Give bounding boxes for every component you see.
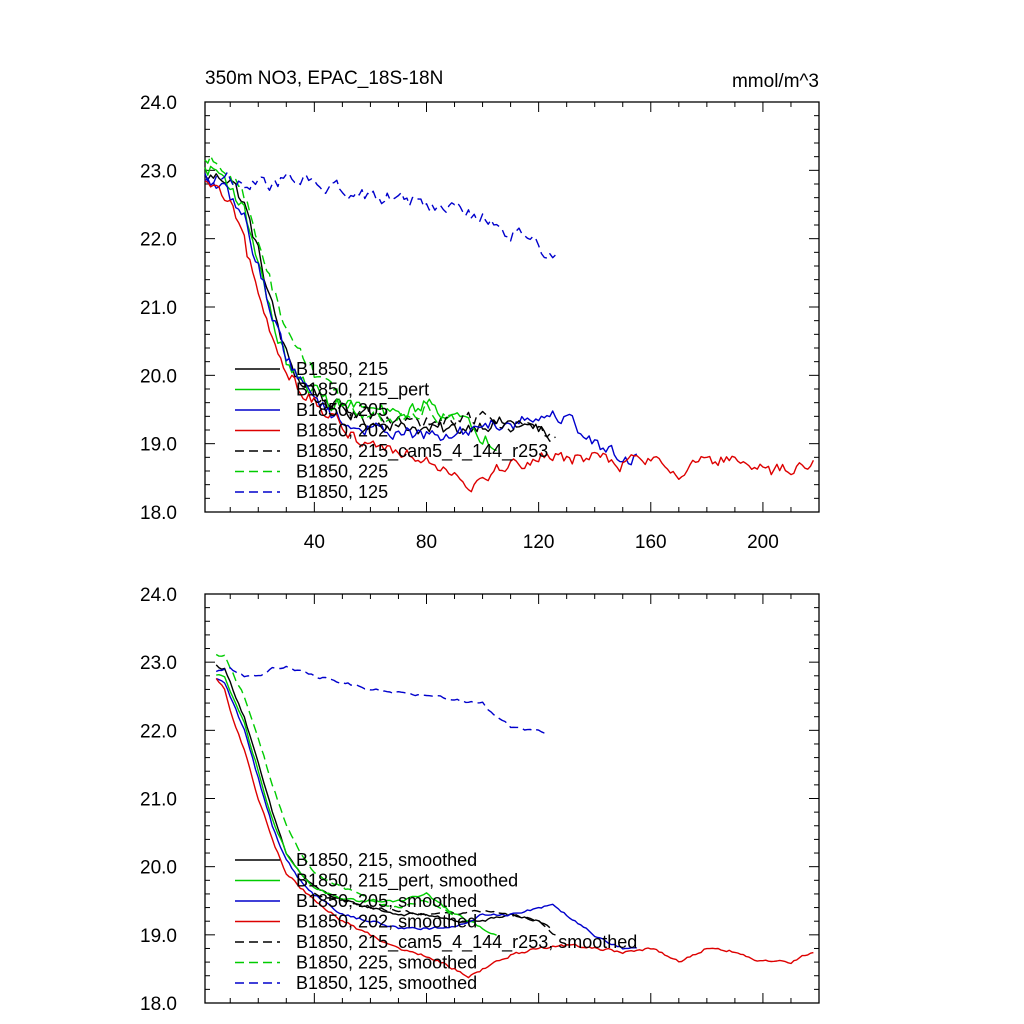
y-tick-label: 22.0: [140, 721, 177, 742]
y-tick-label: 20.0: [140, 858, 177, 879]
series-line: [215, 678, 814, 979]
legend-label: B1850, 215_pert, smoothed: [296, 871, 518, 892]
legend-label: B1850, 125, smoothed: [296, 973, 477, 993]
x-tick-label: 40: [304, 532, 325, 553]
x-tick-label: 80: [416, 532, 437, 553]
series-line: [204, 171, 556, 259]
y-tick-label: 18.0: [140, 994, 177, 1015]
series-line: [313, 397, 556, 442]
series-line: [215, 677, 637, 950]
legend-label: B1850, 215_cam5_4_144_r253: [296, 441, 548, 462]
y-tick-label: 24.0: [140, 93, 177, 114]
legend-label: B1850, 125: [296, 482, 388, 502]
x-tick-label: 120: [523, 532, 555, 553]
legend-label: B1850, 215, smoothed: [296, 850, 477, 870]
y-tick-label: 19.0: [140, 926, 177, 947]
y-tick-label: 18.0: [140, 503, 177, 524]
top-panel: 18.0 19.0 20.0 21.0 22.0 23.0 24.0 40 80 120 160 20…: [140, 93, 820, 553]
x-tick-label: 200: [747, 532, 779, 553]
y-tick-label: 23.0: [140, 161, 177, 182]
legend-label: B1850, 202, smoothed: [296, 912, 477, 932]
series-line: [215, 653, 455, 917]
chart-units: mmol/m^3: [732, 71, 819, 92]
y-tick-label: 22.0: [140, 230, 177, 251]
series-line: [204, 165, 497, 452]
y-tick-label: 20.0: [140, 366, 177, 387]
series-line: [204, 155, 456, 424]
y-tick-label: 19.0: [140, 435, 177, 456]
series-line: [204, 177, 638, 466]
y-tick-label: 24.0: [140, 585, 177, 606]
series-line: [216, 674, 497, 936]
legend-label: B1850, 205: [296, 400, 388, 420]
series-line: [215, 665, 548, 735]
legend-label: B1850, 225: [296, 462, 388, 482]
series-line: [215, 664, 551, 929]
y-tick-label: 21.0: [140, 298, 177, 319]
y-tick-label: 23.0: [140, 653, 177, 674]
legend-label: B1850, 202: [296, 421, 388, 441]
legend-label: B1850, 215: [296, 359, 388, 379]
legend-label: B1850, 205, smoothed: [296, 891, 477, 911]
chart-title: 350m NO3, EPAC_18S-18N: [205, 68, 443, 89]
legend-label: B1850, 215_pert: [296, 380, 429, 401]
series-line: [313, 892, 556, 936]
y-tick-label: 21.0: [140, 790, 177, 811]
legend-label: B1850, 225, smoothed: [296, 953, 477, 973]
legend-label: B1850, 215_cam5_4_144_r253, smoothed: [296, 932, 637, 953]
bottom-panel: 18.0 19.0 20.0 21.0 22.0 23.0 24.0 B1850, 215, …: [140, 585, 820, 1015]
x-tick-label: 160: [635, 532, 667, 553]
series-line: [204, 180, 815, 493]
